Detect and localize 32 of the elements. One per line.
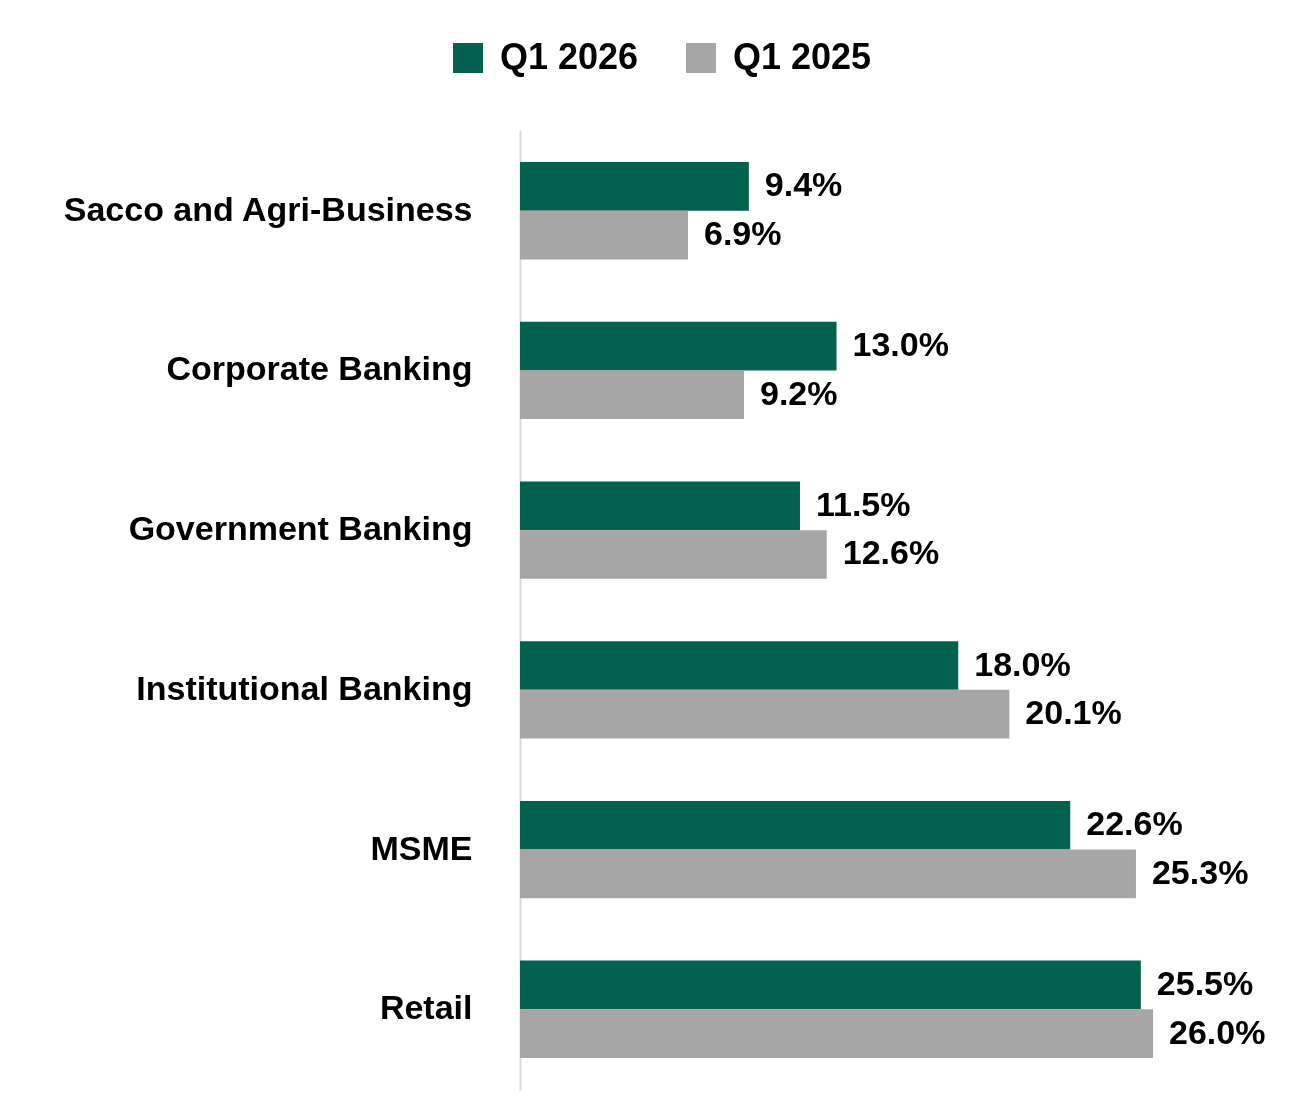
- y-tick-label: Sacco and Agri-Business: [63, 189, 473, 228]
- bar: [520, 689, 1010, 739]
- bar: [520, 161, 749, 211]
- y-tick-label: Retail: [379, 988, 473, 1027]
- data-label: 22.6%: [1086, 804, 1183, 843]
- data-label: 9.4%: [764, 165, 843, 204]
- bar: [520, 960, 1141, 1010]
- data-label: 11.5%: [815, 484, 911, 523]
- bar: [520, 210, 688, 260]
- y-tick-label: Government Banking: [128, 509, 473, 548]
- bar: [520, 849, 1136, 899]
- bar: [520, 321, 837, 371]
- y-tick-label: Institutional Banking: [136, 668, 473, 707]
- bar: [520, 1009, 1153, 1059]
- data-label: 25.5%: [1156, 963, 1254, 1002]
- data-label: 13.0%: [852, 325, 949, 364]
- bar: [520, 641, 959, 690]
- bar: [520, 800, 1071, 850]
- legend-label: Q1 2026: [500, 36, 639, 77]
- bar: [520, 481, 800, 531]
- data-label: 9.2%: [759, 373, 838, 412]
- data-label: 20.1%: [1025, 693, 1122, 732]
- data-label: 12.6%: [842, 533, 940, 572]
- y-tick-label: MSME: [370, 828, 473, 867]
- data-label: 25.3%: [1151, 852, 1249, 891]
- legend-label: Q1 2025: [733, 36, 872, 77]
- data-label: 6.9%: [703, 214, 782, 253]
- data-label: 26.0%: [1169, 1012, 1266, 1051]
- bar: [520, 370, 744, 420]
- y-tick-label: Corporate Banking: [166, 349, 473, 388]
- bar: [520, 530, 827, 579]
- data-label: 18.0%: [974, 644, 1071, 683]
